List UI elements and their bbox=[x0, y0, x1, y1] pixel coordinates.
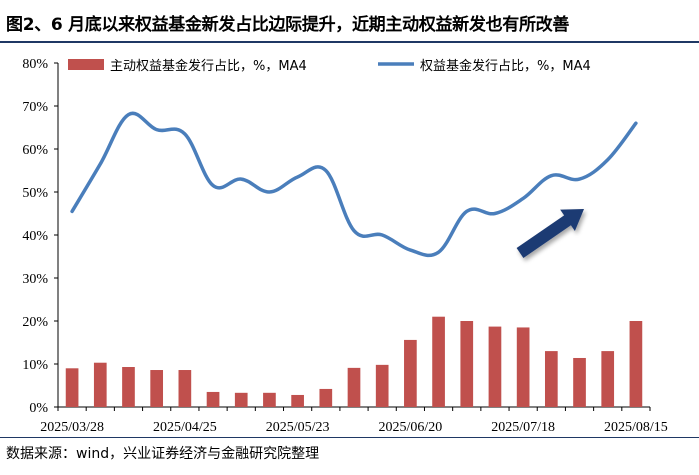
x-tick-label: 2025/03/28 bbox=[40, 420, 104, 435]
x-axis-tick-labels: 2025/03/28 2025/04/25 2025/05/23 2025/06/20… bbox=[40, 420, 668, 435]
y-tick-label: 30% bbox=[22, 272, 48, 287]
axes bbox=[54, 62, 651, 411]
source-note: 数据来源：wind，兴业证券经济与金融研究院整理 bbox=[6, 446, 320, 462]
y-tick-label: 60% bbox=[22, 143, 48, 158]
bar bbox=[601, 351, 615, 407]
trend-arrow-annotation bbox=[516, 209, 584, 258]
bar bbox=[516, 327, 530, 407]
line-series bbox=[70, 111, 638, 258]
y-tick-label: 20% bbox=[22, 315, 48, 330]
bar bbox=[234, 392, 248, 407]
bar bbox=[319, 388, 333, 407]
y-tick-label: 40% bbox=[22, 229, 48, 244]
bar bbox=[629, 321, 643, 407]
bar bbox=[404, 339, 417, 407]
x-tick-label: 2025/08/15 bbox=[604, 420, 668, 435]
legend-label-line: 权益基金发行占比，%，MA4 bbox=[420, 58, 591, 74]
y-tick-label: 80% bbox=[22, 57, 48, 72]
bar bbox=[178, 370, 192, 407]
legend-label-bar: 主动权益基金发行占比，%，MA4 bbox=[110, 58, 307, 74]
bar bbox=[263, 392, 276, 407]
x-tick-label: 2025/04/25 bbox=[153, 420, 217, 435]
x-tick-label: 2025/05/23 bbox=[266, 420, 330, 435]
chart-title: 图2、6 月底以来权益基金新发占比边际提升，近期主动权益新发也有所改善 bbox=[6, 15, 570, 35]
y-tick-label: 10% bbox=[22, 358, 48, 373]
bar bbox=[291, 394, 304, 407]
bar bbox=[460, 321, 474, 407]
bar bbox=[65, 368, 79, 407]
legend-swatch-bar bbox=[68, 59, 104, 70]
y-tick-label: 70% bbox=[22, 100, 48, 115]
footer-divider bbox=[0, 437, 699, 438]
bar bbox=[375, 364, 389, 407]
bar bbox=[206, 391, 220, 407]
title-divider bbox=[0, 41, 699, 43]
bar bbox=[347, 367, 361, 407]
y-axis-tick-labels: 0% 10% 20% 30% 40% 50% 60% 70% 80% bbox=[22, 57, 48, 416]
arrow-icon bbox=[516, 209, 584, 258]
chart-canvas: 0%10%20%30%40%50%60%70%80% 2025/03/28 202… bbox=[22, 57, 668, 435]
bar bbox=[93, 362, 107, 407]
y-tick-label: 50% bbox=[22, 186, 48, 201]
bar bbox=[432, 316, 445, 407]
bar-series bbox=[65, 316, 643, 407]
x-tick-label: 2025/06/20 bbox=[378, 420, 442, 435]
bar bbox=[573, 357, 586, 407]
bar bbox=[544, 351, 558, 407]
bar bbox=[488, 326, 502, 407]
x-tick-label: 2025/07/18 bbox=[491, 420, 555, 435]
y-tick-label: 0% bbox=[29, 401, 48, 416]
bar bbox=[150, 370, 164, 407]
legend: 主动权益基金发行占比，%，MA4 权益基金发行占比，%，MA4 bbox=[68, 58, 591, 74]
bar bbox=[122, 367, 135, 407]
